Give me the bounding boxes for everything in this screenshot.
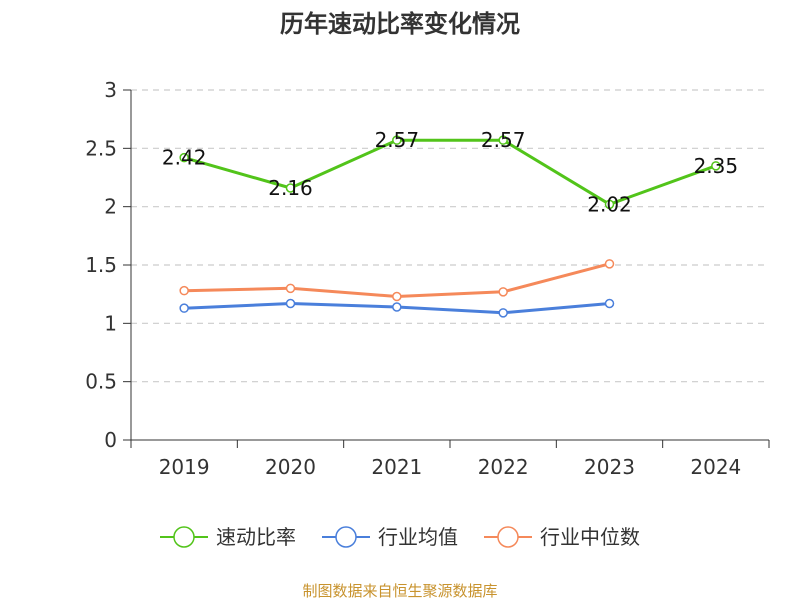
y-tick-label: 0.5 bbox=[85, 370, 117, 394]
x-tick-label: 2024 bbox=[690, 455, 741, 479]
data-point bbox=[179, 152, 189, 163]
x-tick-label: 2021 bbox=[371, 455, 422, 479]
data-label: 2.16 bbox=[268, 176, 313, 200]
source-note: 制图数据来自恒生聚源数据库 bbox=[302, 582, 497, 600]
series-line bbox=[184, 262, 610, 298]
y-tick-label: 0 bbox=[104, 428, 117, 452]
legend-item[interactable]: 行业中位数 bbox=[484, 525, 640, 549]
data-label: 2.02 bbox=[587, 192, 632, 216]
x-tick-label: 2022 bbox=[478, 455, 529, 479]
legend-marker bbox=[335, 526, 357, 548]
y-tick-label: 1.5 bbox=[85, 253, 117, 277]
data-point bbox=[498, 135, 508, 145]
legend[interactable]: 速动比率 行业均值 行业中位数 bbox=[160, 525, 640, 549]
data-labels: 2.42 2.16 2.57 2.57 2.02 2.35 bbox=[162, 128, 738, 216]
axes: 0 0.5 1 1.5 2 2.5 3 2019 2020 2021 2022 2023 2024 bbox=[85, 78, 770, 479]
legend-label: 行业中位数 bbox=[540, 525, 640, 549]
data-point bbox=[498, 287, 508, 297]
legend-label: 速动比率 bbox=[216, 525, 296, 549]
legend-marker bbox=[497, 526, 519, 548]
chart-title: 历年速动比率变化情况 bbox=[280, 10, 520, 38]
series-lines bbox=[183, 138, 717, 315]
grid-lines bbox=[131, 89, 769, 383]
y-tick-label: 2 bbox=[104, 195, 117, 219]
y-tick-label: 2.5 bbox=[85, 136, 117, 160]
data-point bbox=[711, 161, 721, 171]
data-point bbox=[285, 183, 296, 193]
data-point bbox=[604, 199, 615, 210]
data-label: 2.57 bbox=[481, 128, 526, 152]
y-tick-label: 3 bbox=[104, 78, 117, 102]
x-tick-label: 2019 bbox=[159, 455, 210, 479]
y-tick-label: 1 bbox=[104, 311, 117, 335]
data-point bbox=[392, 135, 402, 145]
series-points bbox=[179, 135, 721, 318]
data-label: 2.57 bbox=[375, 128, 420, 152]
data-point bbox=[604, 259, 615, 269]
legend-label: 行业均值 bbox=[378, 525, 458, 549]
data-point bbox=[392, 291, 402, 302]
data-label: 2.35 bbox=[694, 154, 739, 178]
data-point bbox=[179, 303, 189, 313]
legend-marker bbox=[173, 526, 195, 548]
data-label: 2.42 bbox=[162, 146, 207, 170]
legend-item[interactable]: 行业均值 bbox=[322, 525, 458, 549]
data-point bbox=[179, 285, 189, 296]
data-point bbox=[285, 283, 296, 294]
data-point bbox=[285, 298, 296, 309]
x-tick-label: 2023 bbox=[584, 455, 635, 479]
x-tick-label: 2020 bbox=[265, 455, 316, 479]
series-line bbox=[183, 138, 717, 206]
data-point bbox=[392, 302, 402, 312]
data-point bbox=[498, 308, 508, 318]
legend-item[interactable]: 速动比率 bbox=[160, 525, 296, 549]
data-point bbox=[604, 298, 615, 309]
